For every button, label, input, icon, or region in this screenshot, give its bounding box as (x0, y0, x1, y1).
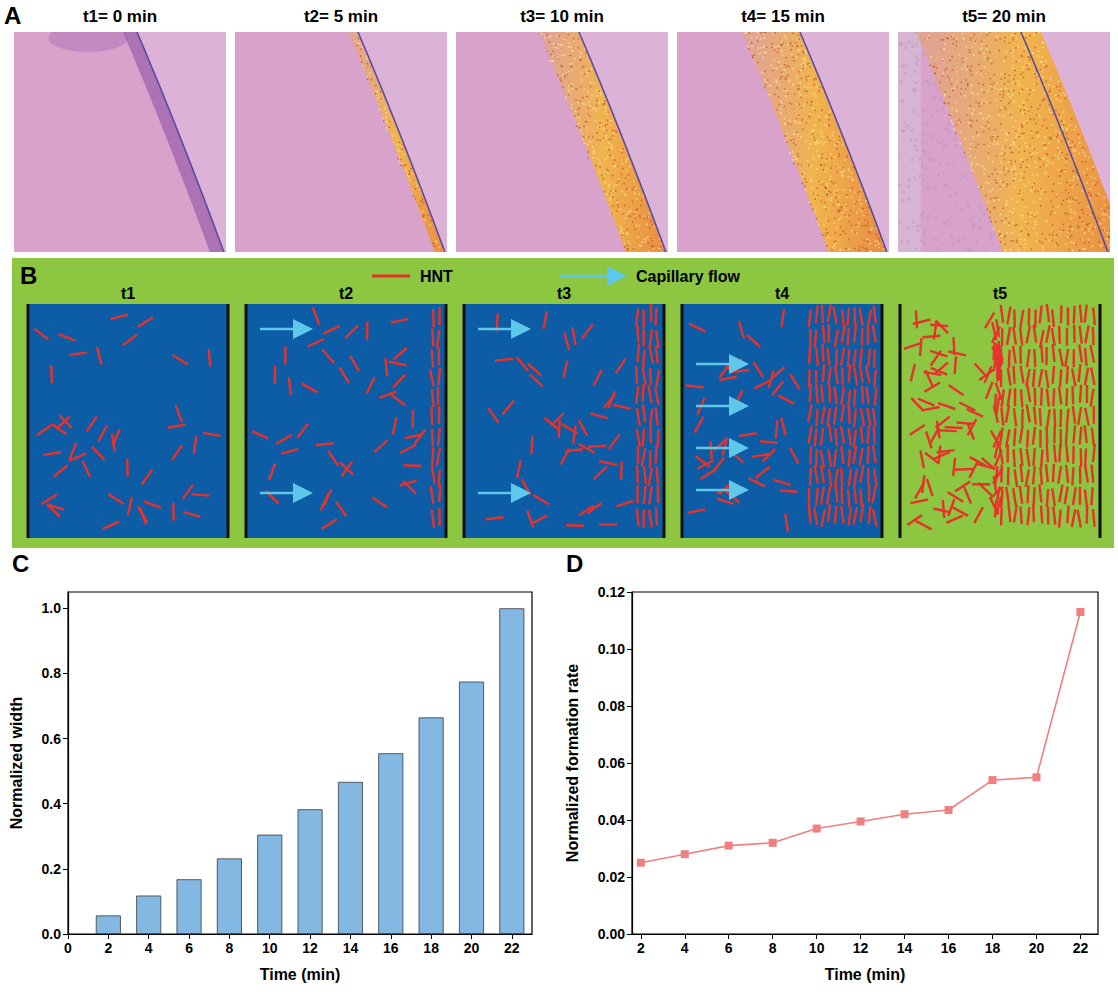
svg-text:Normalized width: Normalized width (8, 697, 25, 829)
html-text:C: C (12, 550, 30, 577)
svg-text:t4= 15 min: t4= 15 min (741, 7, 825, 26)
svg-text:HNT: HNT (420, 268, 453, 285)
svg-text:t5= 20 min: t5= 20 min (962, 7, 1046, 26)
svg-text:10: 10 (262, 940, 278, 956)
svg-text:4: 4 (681, 940, 689, 956)
svg-text:t3= 10 min: t3= 10 min (520, 7, 604, 26)
svg-text:6: 6 (185, 940, 193, 956)
svg-text:0.6: 0.6 (42, 731, 62, 747)
svg-text:0.02: 0.02 (598, 869, 625, 885)
svg-text:16: 16 (383, 940, 399, 956)
svg-text:0.2: 0.2 (42, 861, 62, 877)
svg-text:Time (min): Time (min) (260, 966, 341, 983)
svg-text:t1= 0 min: t1= 0 min (83, 7, 157, 26)
svg-text:12: 12 (853, 940, 869, 956)
svg-text:B: B (20, 262, 37, 289)
svg-text:10: 10 (809, 940, 825, 956)
svg-text:0.08: 0.08 (598, 698, 625, 714)
svg-text:t3: t3 (557, 285, 571, 302)
svg-text:8: 8 (225, 940, 233, 956)
svg-text:0.12: 0.12 (598, 584, 625, 600)
svg-text:t2: t2 (339, 285, 353, 302)
svg-text:t5: t5 (993, 285, 1007, 302)
html-text:D: D (566, 550, 584, 577)
svg-text:0.06: 0.06 (598, 755, 625, 771)
svg-text:Time (min): Time (min) (825, 966, 906, 983)
svg-text:Capillary flow: Capillary flow (636, 268, 741, 285)
svg-text:1.0: 1.0 (42, 600, 62, 616)
svg-text:20: 20 (464, 940, 480, 956)
svg-text:18: 18 (985, 940, 1001, 956)
svg-text:0.8: 0.8 (42, 665, 62, 681)
svg-text:6: 6 (725, 940, 733, 956)
svg-text:14: 14 (343, 940, 359, 956)
svg-text:2: 2 (104, 940, 112, 956)
svg-text:0: 0 (64, 940, 72, 956)
svg-text:A: A (4, 2, 21, 29)
svg-text:0.0: 0.0 (42, 926, 62, 942)
svg-text:t1: t1 (121, 285, 135, 302)
svg-text:18: 18 (423, 940, 439, 956)
svg-text:2: 2 (637, 940, 645, 956)
svg-text:8: 8 (769, 940, 777, 956)
svg-text:Normalized formation rate: Normalized formation rate (564, 664, 581, 862)
svg-text:t2= 5 min: t2= 5 min (304, 7, 378, 26)
svg-text:0.4: 0.4 (42, 796, 62, 812)
svg-text:16: 16 (941, 940, 957, 956)
svg-text:12: 12 (302, 940, 318, 956)
svg-text:22: 22 (504, 940, 520, 956)
svg-text:20: 20 (1029, 940, 1045, 956)
svg-text:0.00: 0.00 (598, 926, 625, 942)
svg-text:4: 4 (145, 940, 153, 956)
svg-text:0.10: 0.10 (598, 641, 625, 657)
svg-text:t4: t4 (775, 285, 789, 302)
svg-text:0.04: 0.04 (598, 812, 625, 828)
svg-text:14: 14 (897, 940, 913, 956)
svg-text:22: 22 (1073, 940, 1089, 956)
